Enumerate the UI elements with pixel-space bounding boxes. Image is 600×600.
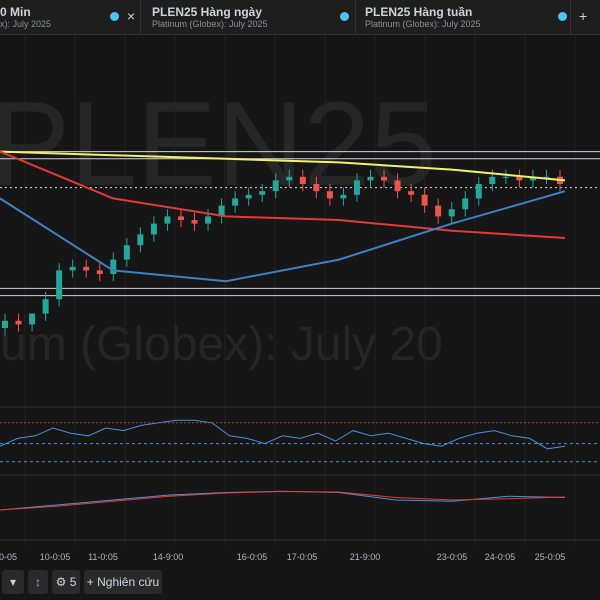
candle-body [421, 194, 428, 206]
candle-body [56, 270, 63, 300]
candle-body [191, 220, 198, 224]
x-tick-label: 17-0:05 [287, 552, 318, 562]
x-tick-label: 0-05 [0, 552, 17, 562]
candle-body [232, 198, 239, 206]
candle-body [394, 180, 401, 192]
watermark-description: um (Globex): July 20 [0, 318, 443, 371]
candle-body [205, 216, 212, 224]
candle-body [340, 194, 347, 199]
candle-body [137, 234, 144, 246]
x-tick-label: 10-0:05 [40, 552, 71, 562]
candle-body [177, 216, 184, 220]
tab-subtitle: Platinum (Globex): July 2025 [152, 19, 268, 29]
candle-body [83, 266, 90, 271]
candle-body [69, 266, 76, 271]
candle-body [502, 176, 509, 178]
toolbar: ▾ ↕ ⚙ 5 + Nghiên cứu [0, 568, 600, 600]
x-tick-label: 21-9:00 [350, 552, 381, 562]
candle-body [123, 245, 130, 260]
oscillator-line [0, 419, 566, 450]
candle-body [29, 313, 36, 325]
candle-body [367, 176, 374, 181]
settings-button[interactable]: ⚙ 5 [52, 570, 80, 594]
candle-body [259, 191, 266, 195]
x-tick-label: 24-0:05 [485, 552, 516, 562]
candle-body [462, 198, 469, 210]
candle-body [42, 299, 49, 314]
tab-bar: 0 Min x): July 2025 × PLEN25 Hàng ngày P… [0, 0, 600, 35]
tab-dot [340, 12, 349, 21]
tab-dot [110, 12, 119, 21]
tab[interactable]: PLEN25 Hàng tuần Platinum (Globex): July… [356, 0, 571, 34]
candle-body [326, 191, 333, 199]
candle-body [408, 191, 415, 195]
candle-body [164, 216, 171, 224]
tab-subtitle: Platinum (Globex): July 2025 [365, 19, 481, 29]
candle-body [110, 259, 117, 274]
tab-title: 0 Min [0, 5, 31, 19]
x-tick-label: 11-0:05 [88, 552, 118, 562]
scale-button[interactable]: ↕ [28, 570, 48, 594]
x-tick-label: 25-0:05 [535, 552, 566, 562]
candle-body [299, 176, 306, 184]
x-tick-label: 14-9:00 [153, 552, 184, 562]
watermark-symbol: PLEN25 [0, 77, 437, 211]
candle-body [2, 320, 8, 328]
candle-body [272, 180, 279, 192]
add-tab[interactable]: + [579, 8, 588, 24]
candle-body [245, 194, 252, 199]
tab-title: PLEN25 Hàng ngày [152, 5, 263, 19]
tab[interactable]: 0 Min x): July 2025 × [0, 0, 141, 34]
candle-body [286, 176, 293, 181]
close-tab[interactable]: × [127, 8, 136, 24]
tab-subtitle: x): July 2025 [0, 19, 52, 29]
candle-body [435, 205, 442, 217]
tab-title: PLEN25 Hàng tuần [365, 5, 473, 19]
candle-body [218, 205, 225, 217]
candle-body [489, 176, 496, 184]
macd-line [0, 490, 566, 511]
tab[interactable]: PLEN25 Hàng ngày Platinum (Globex): July… [141, 0, 356, 34]
candle-body [313, 184, 320, 192]
x-tick-label: 23-0:05 [437, 552, 468, 562]
moving-average [0, 150, 566, 239]
candle-body [96, 270, 103, 274]
candle-body [543, 176, 550, 178]
candle-body [381, 176, 388, 181]
candle-body [15, 320, 22, 325]
tab-dot [558, 12, 567, 21]
moving-average [0, 190, 566, 283]
x-tick-label: 16-0:05 [237, 552, 268, 562]
macd-line [0, 490, 566, 511]
candle-body [448, 209, 455, 217]
dropdown[interactable]: ▾ [2, 570, 24, 594]
candle-body [529, 176, 536, 181]
candle-body [516, 176, 523, 181]
candle-body [475, 184, 482, 199]
candle-body [150, 223, 157, 235]
moving-average [0, 150, 566, 182]
study-button[interactable]: + Nghiên cứu [84, 570, 162, 594]
chart: PLEN25 um (Globex): July 20 0-05 10-0:05 1… [0, 35, 600, 562]
candle-body [353, 180, 360, 195]
